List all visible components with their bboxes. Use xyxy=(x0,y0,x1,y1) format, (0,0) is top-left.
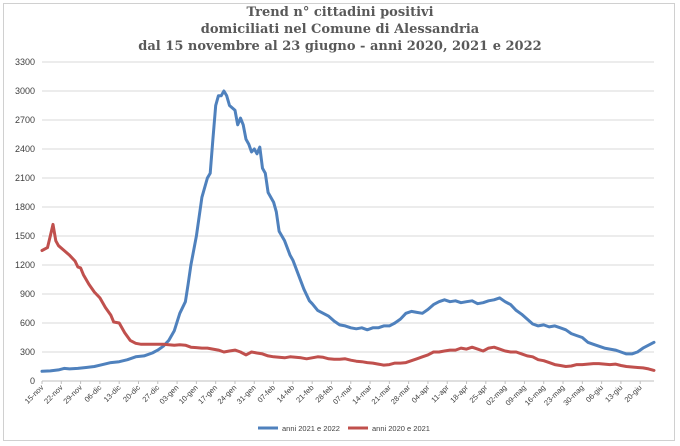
x-tick-label-13: 14-feb xyxy=(275,383,296,404)
y-tick-label-1800: 1800 xyxy=(15,202,35,212)
chart-frame xyxy=(3,3,675,441)
x-tick-label-9: 17-gen xyxy=(196,383,219,406)
x-tick-label-8: 10-gen xyxy=(177,383,200,406)
x-tick-label-19: 28-mar xyxy=(389,383,413,407)
y-tick-label-3300: 3300 xyxy=(15,57,35,67)
y-tick-label-1500: 1500 xyxy=(15,231,35,241)
x-tick-label-7: 03-gen xyxy=(158,383,181,406)
x-tick-label-21: 11-apr xyxy=(429,383,451,405)
x-tick-label-16: 07-mar xyxy=(331,383,355,407)
y-tick-label-2700: 2700 xyxy=(15,115,35,125)
x-tick-label-1: 22-nov xyxy=(42,383,65,406)
x-tick-label-31: 20-giu xyxy=(623,383,644,404)
legend-label-1: anni 2020 e 2021 xyxy=(372,424,430,433)
title-line-1: Trend n° cittadini positivi xyxy=(246,5,434,20)
y-tick-label-300: 300 xyxy=(20,347,35,357)
series-lines xyxy=(40,89,656,373)
series-line-1 xyxy=(40,222,656,372)
legend-label-0: anni 2021 e 2022 xyxy=(282,424,340,433)
y-tick-label-1200: 1200 xyxy=(15,260,35,270)
x-tick-label-14: 21-feb xyxy=(294,383,315,404)
x-tick-label-10: 24-gen xyxy=(216,383,239,406)
title-line-2: domiciliati nel Comune di Alessandria xyxy=(200,22,480,37)
x-tick-label-30: 13-giu xyxy=(603,383,624,404)
title-line-3: dal 15 novembre al 23 giugno - anni 2020… xyxy=(138,39,542,54)
x-tick-label-22: 18-apr xyxy=(448,383,470,405)
y-tick-label-900: 900 xyxy=(20,289,35,299)
grid-lines xyxy=(42,61,654,353)
x-tick-label-2: 29-nov xyxy=(61,383,84,406)
x-tick-label-4: 13-dic xyxy=(102,383,123,404)
y-tick-label-600: 600 xyxy=(20,318,35,328)
x-tick-label-0: 15-nov xyxy=(23,383,46,406)
x-tick-label-11: 31-gen xyxy=(235,383,258,406)
chart-title: Trend n° cittadini positivi domiciliati … xyxy=(0,4,680,55)
x-tick-label-12: 07-feb xyxy=(256,383,277,404)
x-tick-label-18: 21-mar xyxy=(370,383,394,407)
x-axis-tick-labels: 15-nov22-nov29-nov06-dic13-dic20-dic27-d… xyxy=(23,381,644,407)
x-tick-label-29: 06-giu xyxy=(584,383,605,404)
x-tick-label-5: 20-dic xyxy=(121,383,142,404)
x-tick-label-3: 06-dic xyxy=(82,383,103,404)
y-tick-label-2400: 2400 xyxy=(15,144,35,154)
x-tick-label-20: 04-apr xyxy=(410,383,432,405)
x-tick-label-17: 14-mar xyxy=(350,383,374,407)
y-axis-tick-labels: 0 300 600 900 1200 1500 1800 2100 2400 2700 3000 33… xyxy=(15,57,35,386)
y-tick-label-2100: 2100 xyxy=(15,173,35,183)
legend: anni 2021 e 2022 anni 2020 e 2021 xyxy=(258,424,430,433)
x-tick-label-28: 30-mag xyxy=(561,383,585,407)
y-tick-label-3000: 3000 xyxy=(15,86,35,96)
series-line-0 xyxy=(40,89,656,373)
y-tick-label-0: 0 xyxy=(30,376,35,386)
